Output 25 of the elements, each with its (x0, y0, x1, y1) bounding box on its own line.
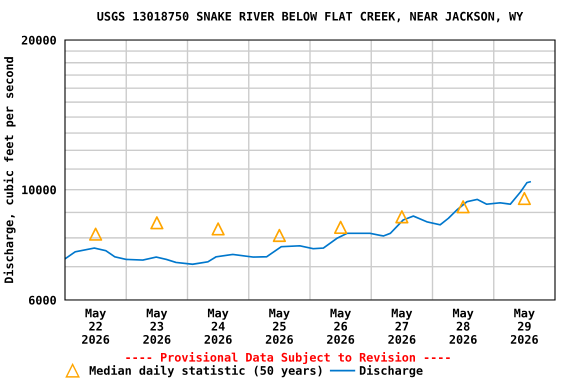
x-tick-label: May 25 2026 (266, 308, 293, 344)
point (88, 227, 102, 241)
y-tick-label: 10000 (22, 185, 56, 194)
point (395, 210, 409, 224)
point (150, 216, 164, 230)
point (211, 222, 225, 236)
y-tick-label: 20000 (22, 36, 56, 45)
x-tick-label: May 23 2026 (143, 308, 170, 344)
x-tick-label: May 27 2026 (388, 308, 416, 344)
y-axis-title: Discharge, cubic feet per second (4, 57, 16, 283)
x-tick-label: May 29 2026 (510, 308, 538, 344)
x-tick-label: May 24 2026 (204, 308, 232, 344)
x-tick-label: May 22 2026 (82, 308, 110, 344)
chart-title: USGS 13018750 SNAKE RIVER BELOW FLAT CREEK, NEAR JACKSON, WY (97, 12, 524, 22)
legend-label: Median daily statistic (50 years) (90, 365, 322, 378)
x-tick-label: May 26 2026 (327, 308, 354, 344)
point (334, 220, 348, 234)
point (518, 192, 532, 206)
y-tick-label: 6000 (28, 296, 56, 305)
point (456, 200, 470, 214)
text: ---- Provisional Data Subject to Revision ---- (126, 352, 450, 364)
line-series (65, 181, 531, 266)
x-tick-label: May 28 2026 (450, 308, 477, 344)
point (272, 228, 286, 242)
legend-label: Discharge (360, 365, 423, 378)
